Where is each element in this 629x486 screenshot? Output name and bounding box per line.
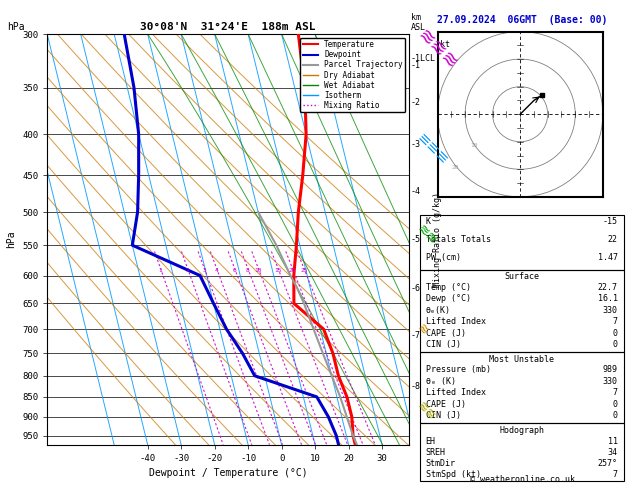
Text: 27.09.2024  06GMT  (Base: 00): 27.09.2024 06GMT (Base: 00) xyxy=(437,15,607,25)
Title: 30°08'N  31°24'E  188m ASL: 30°08'N 31°24'E 188m ASL xyxy=(140,22,316,32)
Text: km
ASL: km ASL xyxy=(411,13,426,32)
Text: Totals Totals: Totals Totals xyxy=(426,235,491,244)
Text: 34: 34 xyxy=(608,448,618,457)
Text: ≋≋: ≋≋ xyxy=(413,400,438,424)
Text: 15: 15 xyxy=(274,268,282,274)
Text: -5: -5 xyxy=(411,235,421,244)
Text: ≋≋: ≋≋ xyxy=(413,222,440,248)
Text: CAPE (J): CAPE (J) xyxy=(426,329,465,338)
Text: 0: 0 xyxy=(613,340,618,349)
Text: EH: EH xyxy=(426,436,436,446)
Text: Most Unstable: Most Unstable xyxy=(489,355,554,364)
Text: -1: -1 xyxy=(411,61,421,70)
Text: Dewp (°C): Dewp (°C) xyxy=(426,295,470,303)
Text: PW (cm): PW (cm) xyxy=(426,253,460,261)
Text: 22: 22 xyxy=(608,235,618,244)
Text: 257°: 257° xyxy=(598,459,618,468)
Text: K: K xyxy=(426,217,431,226)
Text: -4: -4 xyxy=(411,187,421,196)
X-axis label: Dewpoint / Temperature (°C): Dewpoint / Temperature (°C) xyxy=(148,469,308,478)
Text: 330: 330 xyxy=(603,306,618,315)
Text: 20: 20 xyxy=(452,165,459,170)
Text: StmSpd (kt): StmSpd (kt) xyxy=(426,469,481,479)
Y-axis label: hPa: hPa xyxy=(6,230,16,248)
Text: 25: 25 xyxy=(300,268,308,274)
Text: 11: 11 xyxy=(608,436,618,446)
Text: Pressure (mb): Pressure (mb) xyxy=(426,365,491,374)
Text: 6: 6 xyxy=(233,268,237,274)
Text: CIN (J): CIN (J) xyxy=(426,412,460,420)
Legend: Temperature, Dewpoint, Parcel Trajectory, Dry Adiabat, Wet Adiabat, Isotherm, Mi: Temperature, Dewpoint, Parcel Trajectory… xyxy=(301,38,405,112)
Text: θₑ (K): θₑ (K) xyxy=(426,377,455,386)
Text: Lifted Index: Lifted Index xyxy=(426,388,486,398)
Text: CAPE (J): CAPE (J) xyxy=(426,400,465,409)
Bar xyxy=(420,215,624,270)
Text: 7: 7 xyxy=(613,469,618,479)
Text: © weatheronline.co.uk: © weatheronline.co.uk xyxy=(470,474,574,484)
Text: 0: 0 xyxy=(613,329,618,338)
Text: Lifted Index: Lifted Index xyxy=(426,317,486,326)
Text: CIN (J): CIN (J) xyxy=(426,340,460,349)
Text: 330: 330 xyxy=(603,377,618,386)
Bar xyxy=(420,270,624,352)
Text: Temp (°C): Temp (°C) xyxy=(426,283,470,292)
Bar xyxy=(420,352,624,423)
Text: SREH: SREH xyxy=(426,448,446,457)
Text: 4: 4 xyxy=(214,268,218,274)
Text: 0: 0 xyxy=(613,412,618,420)
Text: θₑ(K): θₑ(K) xyxy=(426,306,450,315)
Bar xyxy=(420,423,624,481)
Text: Hodograph: Hodograph xyxy=(499,426,544,435)
Text: 0: 0 xyxy=(613,400,618,409)
Text: 7: 7 xyxy=(613,388,618,398)
Text: -3: -3 xyxy=(411,140,421,149)
Text: 3: 3 xyxy=(203,268,206,274)
Text: -1LCL: -1LCL xyxy=(411,53,436,63)
Text: -8: -8 xyxy=(411,382,421,391)
Text: -7: -7 xyxy=(411,331,421,340)
Text: StmDir: StmDir xyxy=(426,459,455,468)
Text: -2: -2 xyxy=(411,99,421,107)
Text: Surface: Surface xyxy=(504,273,539,281)
Text: ≋≋≋: ≋≋≋ xyxy=(413,26,462,74)
Text: 989: 989 xyxy=(603,365,618,374)
Text: 16.1: 16.1 xyxy=(598,295,618,303)
Text: 20: 20 xyxy=(289,268,296,274)
Text: kt: kt xyxy=(440,40,450,49)
Text: ≋: ≋ xyxy=(413,321,430,338)
Text: 22.7: 22.7 xyxy=(598,283,618,292)
Text: hPa: hPa xyxy=(8,22,25,32)
Text: 10: 10 xyxy=(470,143,478,148)
Text: Mixing Ratio (g/kg): Mixing Ratio (g/kg) xyxy=(433,192,442,287)
Text: 1: 1 xyxy=(159,268,162,274)
Text: ≡≡≡: ≡≡≡ xyxy=(413,130,451,168)
Text: -6: -6 xyxy=(411,284,421,293)
Text: 10: 10 xyxy=(255,268,262,274)
Text: 2: 2 xyxy=(186,268,189,274)
Text: -15: -15 xyxy=(603,217,618,226)
Text: 1.47: 1.47 xyxy=(598,253,618,261)
Text: 7: 7 xyxy=(613,317,618,326)
Text: 8: 8 xyxy=(246,268,250,274)
